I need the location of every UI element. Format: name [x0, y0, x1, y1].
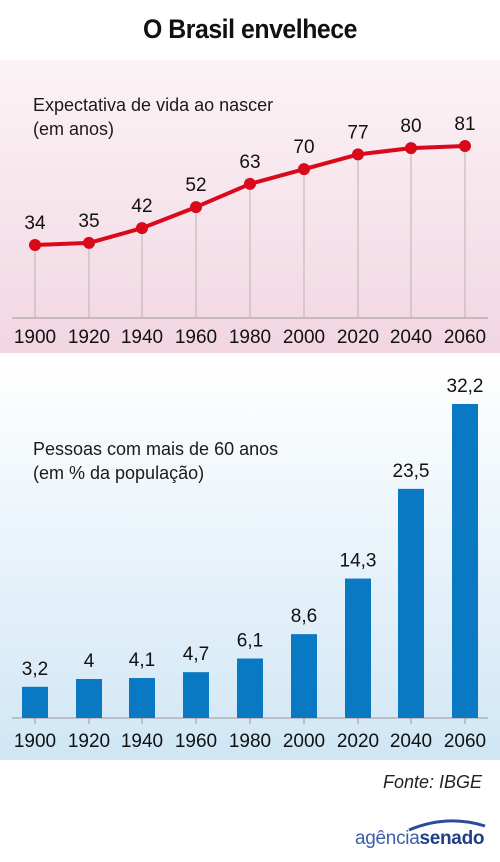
elderly-population-bar-chart: 3,2 1900 4 1920 4,1 1940 4,7 1960 6,1 1980 8,6 2000… [12, 376, 488, 752]
life-expectancy-title: Expectativa de vida ao nascer (em anos) [33, 95, 274, 139]
elderly-population-x-tick-label: 2020 [337, 731, 379, 752]
elderly-population-value-label: 14,3 [340, 551, 377, 572]
life-expectancy-line-chart: 34 1900 35 1920 42 1940 52 1960 63 1980 70 2000 77 20… [12, 114, 488, 348]
elderly-population-bar [291, 634, 317, 718]
elderly-population-x-tick-label: 2040 [390, 731, 432, 752]
life-expectancy-point [29, 239, 41, 251]
elderly-population-x-tick-label: 1920 [68, 731, 110, 752]
life-expectancy-value-label: 35 [78, 211, 99, 232]
elderly-population-value-label: 23,5 [393, 461, 430, 482]
life-expectancy-value-label: 81 [454, 114, 475, 135]
elderly-population-value-label: 4,1 [129, 650, 155, 671]
life-expectancy-point [244, 177, 256, 190]
logo-swoosh-icon [408, 819, 486, 832]
life-expectancy-x-tick-label: 2000 [283, 327, 325, 348]
elderly-population-x-tick-label: 1940 [121, 731, 163, 752]
page-title: O Brasil envelhece [142, 14, 358, 44]
elderly-population-value-label: 8,6 [291, 606, 317, 627]
elderly-population-bar [129, 678, 155, 718]
elderly-population-bar [237, 658, 263, 718]
life-expectancy-x-tick-label: 2020 [337, 327, 379, 348]
elderly-population-x-tick-label: 1960 [175, 731, 217, 752]
life-expectancy-x-tick-label: 1900 [14, 327, 56, 348]
source-note: Fonte: IBGE [382, 772, 482, 792]
elderly-population-bar [22, 686, 48, 718]
elderly-population-value-label: 3,2 [22, 659, 48, 680]
life-expectancy-value-label: 77 [347, 122, 368, 143]
elderly-population-bar [452, 404, 478, 718]
life-expectancy-point [190, 201, 202, 214]
life-expectancy-point [352, 148, 364, 161]
elderly-population-bar [183, 672, 209, 718]
life-expectancy-value-label: 63 [239, 152, 260, 173]
elderly-population-value-label: 6,1 [237, 631, 263, 652]
logo-text: agênciasenado [355, 828, 485, 849]
agencia-senado-logo: agênciasenado [355, 818, 495, 858]
life-expectancy-x-tick-label: 2060 [444, 327, 486, 348]
life-expectancy-point [136, 222, 148, 235]
life-expectancy-x-tick-label: 1960 [175, 327, 217, 348]
life-expectancy-value-label: 42 [131, 196, 152, 217]
elderly-population-bar [76, 678, 102, 718]
life-expectancy-value-label: 52 [185, 175, 206, 196]
life-expectancy-x-tick-label: 1940 [121, 327, 163, 348]
life-expectancy-point [459, 140, 471, 152]
life-expectancy-point [405, 142, 417, 155]
life-expectancy-value-label: 34 [24, 213, 46, 234]
elderly-population-bar [345, 578, 371, 718]
life-expectancy-point [298, 163, 310, 176]
elderly-population-value-label: 4,7 [183, 644, 209, 665]
life-expectancy-point [83, 236, 95, 249]
elderly-population-x-tick-label: 1980 [229, 731, 271, 752]
life-expectancy-value-label: 80 [400, 116, 421, 137]
elderly-population-x-tick-label: 1900 [14, 731, 56, 752]
life-expectancy-x-tick-label: 1920 [68, 327, 110, 348]
life-expectancy-x-tick-label: 1980 [229, 327, 271, 348]
elderly-population-title: Pessoas com mais de 60 anos (em % da pop… [33, 439, 279, 483]
elderly-population-value-label: 32,2 [447, 376, 484, 397]
elderly-population-x-tick-label: 2000 [283, 731, 325, 752]
life-expectancy-x-tick-label: 2040 [390, 327, 432, 348]
elderly-population-bar [398, 488, 424, 718]
life-expectancy-value-label: 70 [293, 137, 314, 158]
elderly-population-value-label: 4 [84, 651, 95, 672]
elderly-population-x-tick-label: 2060 [444, 731, 486, 752]
